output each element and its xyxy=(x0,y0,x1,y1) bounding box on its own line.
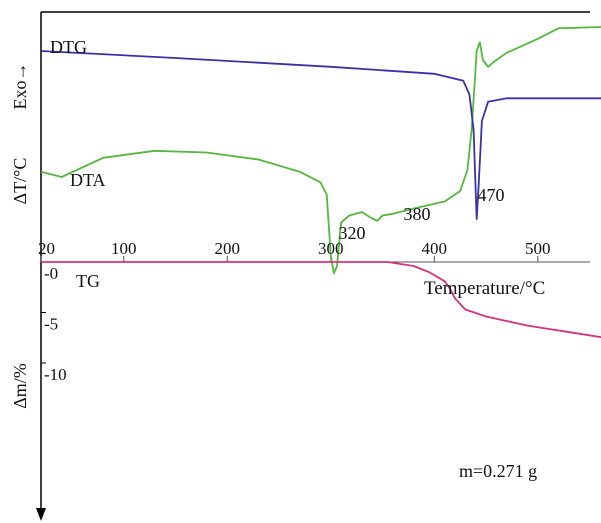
y-tick-label-0: -0 xyxy=(44,264,58,283)
x-tick-label-200: 200 xyxy=(215,239,241,258)
series-group xyxy=(40,26,601,339)
y-tick-label-2: -10 xyxy=(44,365,67,384)
lower-y-axis-label: Δm/% xyxy=(10,363,30,409)
dtg-series-label: DTG xyxy=(50,37,87,57)
dta-series-label: DTA xyxy=(70,170,106,190)
labels-group: 20 100 200 300 400 500 Temperature/°C -0 -5 -10 Ex… xyxy=(10,37,551,481)
x-tick-label-100: 100 xyxy=(111,239,137,258)
y-axis-arrowhead xyxy=(36,508,46,521)
tg-series-label: TG xyxy=(76,271,100,291)
x-tick-label-300: 300 xyxy=(318,239,344,258)
x-tick-label-400: 400 xyxy=(422,239,448,258)
peak-annotation-380: 380 xyxy=(404,204,431,224)
axes xyxy=(36,11,590,521)
dtg-curve xyxy=(40,50,601,220)
x-tick-label-500: 500 xyxy=(525,239,551,258)
y-tick-label-1: -5 xyxy=(44,315,58,334)
dta-curve xyxy=(40,26,601,275)
x-tick-label-20: 20 xyxy=(38,239,55,258)
peak-annotation-470: 470 xyxy=(478,185,505,205)
peak-annotation-320: 320 xyxy=(339,223,366,243)
tg-curve xyxy=(41,261,601,339)
upper-y-axis-label: ΔT/°C xyxy=(10,158,30,205)
sample-mass-note: m=0.271 g xyxy=(459,461,537,481)
x-axis-label: Temperature/°C xyxy=(424,278,545,299)
exo-direction-label: Exo→ xyxy=(10,63,30,110)
